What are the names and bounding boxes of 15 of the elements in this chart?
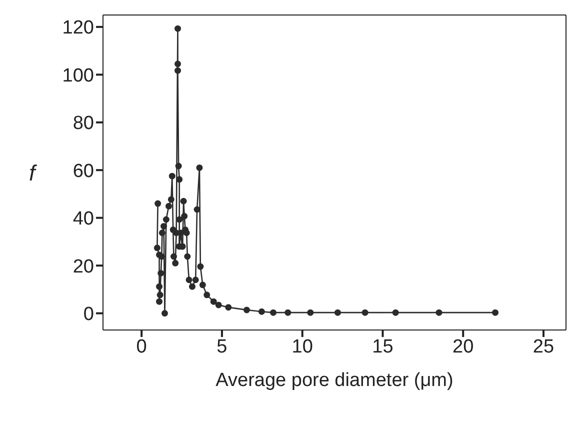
y-tick-label: 80 [72,113,94,134]
y-tick-label: 100 [62,65,94,86]
x-tick-label: 20 [452,336,474,358]
y-tick-label: 20 [72,256,94,278]
x-tick-label: 25 [532,336,554,358]
y-axis-title: f [29,160,38,186]
y-tick-label: 120 [62,18,94,39]
x-tick-label: 15 [372,336,394,358]
x-axis-title: Average pore diameter (μm) [216,370,454,391]
y-tick-label: 40 [72,208,94,230]
x-tick-label: 0 [136,336,147,358]
y-tick-label: 60 [72,160,94,182]
y-tick-label: 0 [83,304,94,326]
x-tick-label: 10 [292,336,313,358]
x-tick-label: 5 [216,336,228,358]
